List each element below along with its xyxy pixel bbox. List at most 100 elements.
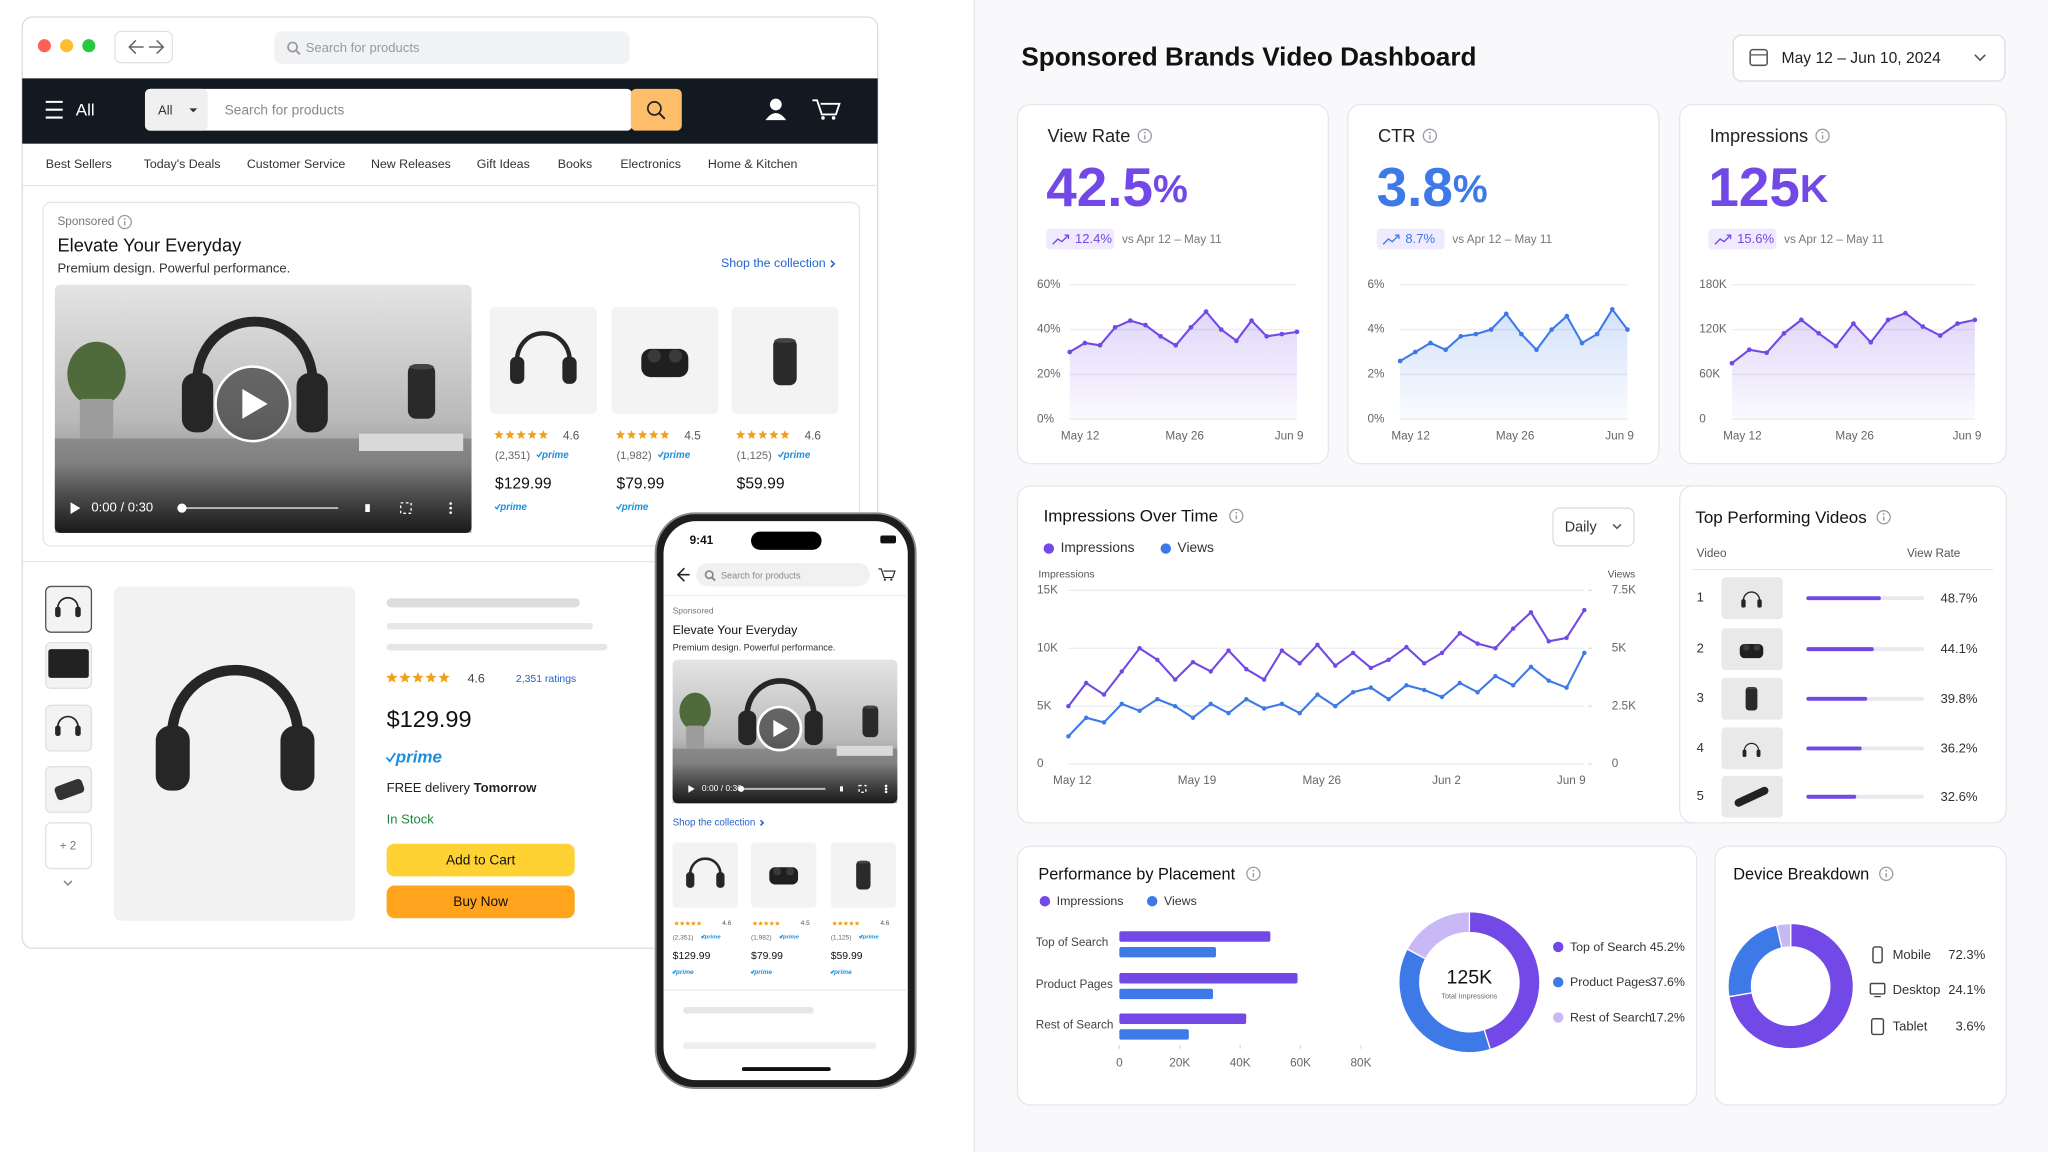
info-icon xyxy=(1229,508,1244,524)
speaker-body xyxy=(407,364,436,419)
menu-link[interactable]: Best Sellers xyxy=(46,157,112,171)
control-play[interactable] xyxy=(70,502,81,514)
more-icon[interactable] xyxy=(449,502,452,505)
window-control[interactable] xyxy=(82,39,96,53)
account-icon[interactable] xyxy=(769,98,782,111)
star xyxy=(769,920,775,926)
menu-link[interactable]: New Releases xyxy=(371,157,451,171)
thumbnail-more[interactable] xyxy=(45,822,93,870)
search-button[interactable] xyxy=(630,88,682,131)
product-tile: 4.6 (1,125) prime $59.99 xyxy=(731,306,839,493)
more-icon[interactable] xyxy=(449,506,452,510)
fullscreen-icon[interactable] xyxy=(400,502,412,514)
more-icon[interactable] xyxy=(884,787,888,791)
video-thumbnail[interactable] xyxy=(1721,727,1783,770)
y-tick-label: 4% xyxy=(1368,323,1386,336)
kpi-value: 3.8% xyxy=(1377,156,1488,218)
volume-icon[interactable] xyxy=(840,786,843,792)
nav-buttons[interactable] xyxy=(114,30,174,64)
menu-link[interactable]: Today's Deals xyxy=(144,157,221,171)
x-tick-label: May 12 xyxy=(1391,429,1430,442)
menu-link[interactable]: Books xyxy=(558,157,592,171)
menu-link[interactable]: Customer Service xyxy=(247,157,346,171)
data-point xyxy=(1386,657,1391,663)
x-tick-label: Jun 9 xyxy=(1275,429,1304,442)
data-point xyxy=(1155,657,1160,663)
menu-link[interactable]: Gift Ideas xyxy=(477,157,530,171)
video-thumbnail[interactable] xyxy=(1721,577,1783,620)
thumbnail[interactable] xyxy=(45,585,93,633)
kpi-comparison: vs Apr 12 – May 11 xyxy=(1784,233,1884,246)
prime-badge: prime xyxy=(621,502,649,513)
product-image[interactable] xyxy=(672,842,738,908)
window-control[interactable] xyxy=(37,39,51,53)
progress-knob[interactable] xyxy=(177,503,187,513)
data-point xyxy=(1368,665,1374,671)
window-control[interactable] xyxy=(60,39,74,53)
prime-badge: prime xyxy=(862,935,880,941)
forward-icon xyxy=(148,39,165,55)
product-tile: 4.6 (2,351) prime $129.99 prime xyxy=(489,306,597,513)
phone-search[interactable] xyxy=(696,562,870,587)
period-dropdown[interactable] xyxy=(1552,507,1635,547)
data-point xyxy=(1226,710,1231,716)
y-axis-title: Impressions xyxy=(1038,569,1094,580)
view-rate-bar xyxy=(1806,746,1862,751)
product-image[interactable] xyxy=(489,306,597,415)
y-tick-label: 0 xyxy=(1037,757,1044,770)
speaker-top xyxy=(409,364,434,370)
stock-status: In Stock xyxy=(387,812,435,827)
star xyxy=(649,429,659,439)
collection-link[interactable]: Shop the collection xyxy=(721,256,826,270)
kpi-unit: % xyxy=(1153,168,1188,211)
kpi-unit: % xyxy=(1453,168,1488,211)
prime-check xyxy=(657,451,664,458)
data-point xyxy=(1972,317,1978,323)
more-icon[interactable] xyxy=(449,511,452,514)
y-tick-label: 40% xyxy=(1037,323,1061,336)
thumbnail[interactable] xyxy=(45,704,93,752)
star xyxy=(685,920,691,926)
star xyxy=(425,672,437,683)
play-triangle xyxy=(242,388,268,419)
data-point xyxy=(1582,650,1587,656)
progress-knob[interactable] xyxy=(738,785,745,792)
volume-icon[interactable] xyxy=(365,504,370,512)
headphones-image xyxy=(686,857,725,888)
search-box[interactable] xyxy=(144,88,633,131)
more-icon[interactable] xyxy=(884,784,888,788)
address-search[interactable] xyxy=(274,31,630,64)
control-play[interactable] xyxy=(688,785,695,793)
phone-collection-link[interactable]: Shop the collection xyxy=(673,817,756,828)
product-rating: 4.6 xyxy=(805,429,822,442)
ear-cup xyxy=(75,725,81,736)
buy-now-button[interactable] xyxy=(386,885,575,919)
info-ring xyxy=(1137,128,1152,144)
status-time: 9:41 xyxy=(690,534,714,547)
card-title: Top Performing Videos xyxy=(1695,508,1866,527)
menu-link[interactable]: Home & Kitchen xyxy=(708,157,798,171)
bar xyxy=(1119,1013,1247,1024)
fullscreen-icon[interactable] xyxy=(858,784,867,793)
nav-all[interactable]: All xyxy=(76,101,95,120)
view-rate-label: 36.2% xyxy=(1940,741,1977,756)
cart-icon xyxy=(812,99,841,116)
data-point xyxy=(1546,639,1551,644)
more-icon[interactable] xyxy=(884,790,888,794)
search-scope[interactable] xyxy=(144,88,208,131)
detail-ratings-count[interactable]: 2,351 ratings xyxy=(516,674,576,685)
phone-mockup: 9:41 Search for products Sponsored Elevate … xyxy=(654,512,917,1089)
menu-link[interactable]: Electronics xyxy=(620,157,681,171)
date-picker[interactable] xyxy=(1732,34,2006,82)
data-point xyxy=(1315,642,1320,648)
legend-label: Views xyxy=(1178,540,1214,555)
data-point xyxy=(1528,664,1534,670)
info-dot xyxy=(123,217,126,220)
data-point xyxy=(1234,338,1239,344)
data-point xyxy=(1226,648,1231,653)
search-icon xyxy=(646,101,662,116)
add-to-cart-button[interactable] xyxy=(386,843,575,877)
case-thumb xyxy=(54,778,85,801)
data-point xyxy=(1546,678,1551,683)
back-icon[interactable] xyxy=(676,567,690,582)
